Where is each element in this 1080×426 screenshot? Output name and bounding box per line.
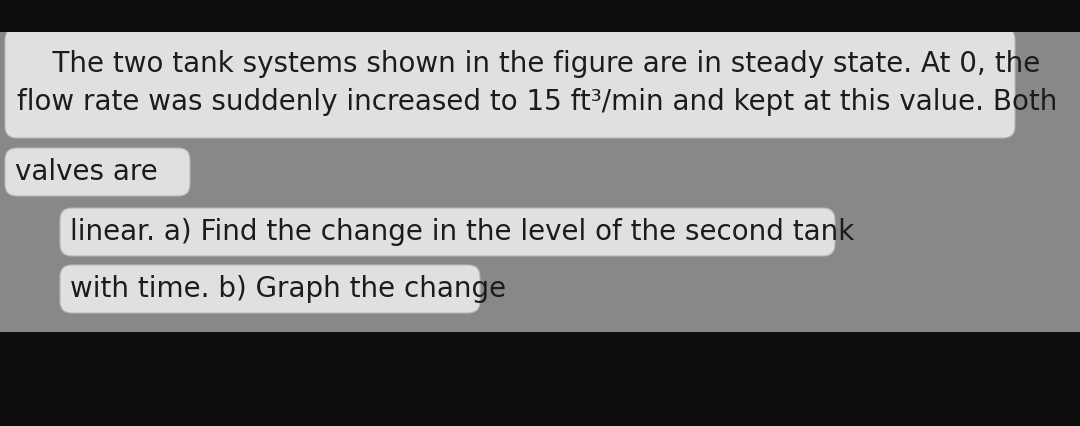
Text: The two tank systems shown in the figure are in steady state. At 0, the
flow rat: The two tank systems shown in the figure… [17,50,1057,116]
Text: valves are: valves are [15,158,158,186]
FancyBboxPatch shape [60,265,480,313]
Bar [0,332,1080,426]
FancyBboxPatch shape [5,148,190,196]
FancyBboxPatch shape [60,208,835,256]
Bar [0,0,1080,32]
Text: with time. b) Graph the change: with time. b) Graph the change [70,275,507,303]
FancyBboxPatch shape [5,28,1015,138]
Text: linear. a) Find the change in the level of the second tank: linear. a) Find the change in the level … [70,218,854,246]
